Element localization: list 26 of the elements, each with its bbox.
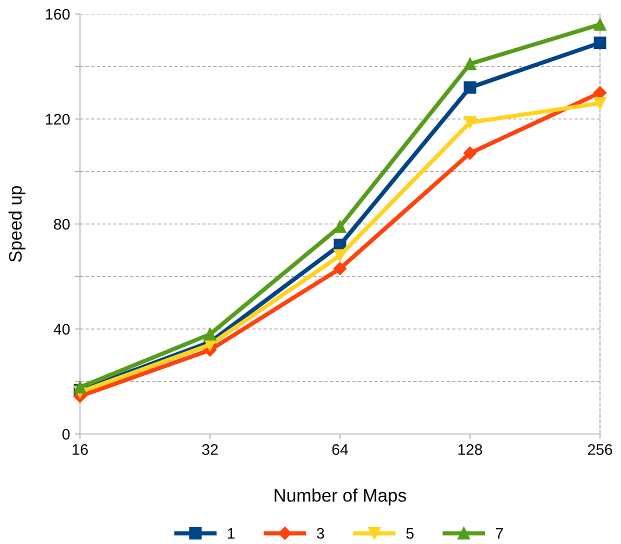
- point: [463, 146, 477, 160]
- y-tick-label: 120: [46, 114, 70, 125]
- point: [204, 328, 216, 340]
- point: [594, 18, 606, 31]
- y-tick-label: 80: [54, 218, 70, 230]
- point: [74, 381, 86, 394]
- x-tick-label: 16: [72, 444, 88, 455]
- y-tick-label: 40: [54, 324, 70, 335]
- x-axis-title: Number of Maps: [274, 488, 406, 506]
- point: [464, 81, 476, 94]
- point: [333, 262, 347, 276]
- x-tick-label: 32: [202, 444, 218, 455]
- y-axis-title: Speed up: [8, 186, 26, 262]
- legend-label: 3: [316, 528, 324, 539]
- point: [464, 116, 476, 129]
- point: [594, 97, 606, 110]
- point: [464, 58, 476, 70]
- legend-label: 1: [228, 528, 235, 539]
- legend-label: 7: [496, 528, 503, 539]
- y-tick-label: 0: [62, 428, 70, 440]
- y-tick-label: 160: [46, 8, 70, 20]
- x-tick-label: 64: [332, 444, 348, 455]
- x-tick-label: 256: [588, 444, 612, 455]
- legend-label: 5: [406, 528, 414, 539]
- point: [594, 36, 606, 50]
- x-tick-label: 128: [458, 444, 482, 455]
